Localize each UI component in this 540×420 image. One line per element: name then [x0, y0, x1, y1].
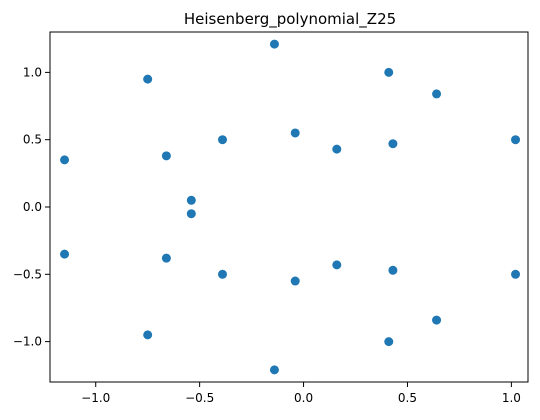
y-tick-label: 0.5 — [23, 133, 42, 147]
x-tick-label: −1.0 — [81, 391, 110, 405]
data-point-17 — [290, 276, 300, 286]
data-point-9 — [511, 135, 521, 145]
chart-title: Heisenberg_polynomial_Z25 — [184, 10, 396, 29]
y-tick-label: −0.5 — [13, 267, 42, 281]
data-point-6 — [218, 135, 227, 145]
data-point-8 — [388, 139, 398, 149]
data-point-20 — [511, 269, 521, 279]
data-point-16 — [218, 269, 227, 279]
data-point-19 — [388, 265, 398, 275]
y-tick-label: 0.0 — [23, 200, 42, 214]
data-point-23 — [384, 337, 394, 347]
x-axis: −1.0 −0.5 0.0 0.5 1.0 — [81, 382, 521, 405]
data-point-15 — [161, 253, 171, 263]
data-point-24 — [269, 365, 279, 375]
data-point-3 — [384, 67, 394, 77]
x-tick-label: 0.0 — [294, 391, 313, 405]
data-point-11 — [161, 151, 171, 161]
data-point-18 — [332, 260, 342, 270]
data-point-7 — [332, 144, 342, 154]
data-point-5 — [290, 128, 300, 138]
x-tick-label: 1.0 — [502, 391, 521, 405]
data-point-2 — [143, 74, 153, 84]
data-point-21 — [432, 315, 442, 325]
data-point-4 — [432, 89, 442, 99]
x-tick-label: 0.5 — [398, 391, 417, 405]
scatter-points — [60, 39, 521, 375]
y-tick-label: −1.0 — [13, 335, 42, 349]
data-point-1 — [269, 39, 279, 49]
plot-area-frame — [49, 31, 529, 383]
data-point-14 — [60, 249, 70, 259]
data-point-10 — [60, 155, 70, 165]
y-tick-label: 1.0 — [23, 65, 42, 79]
data-point-22 — [143, 330, 153, 340]
data-point-13 — [186, 209, 196, 219]
x-tick-label: −0.5 — [185, 391, 214, 405]
data-point-12 — [186, 195, 196, 205]
y-axis: −1.0 −0.5 0.0 0.5 1.0 — [13, 65, 50, 349]
